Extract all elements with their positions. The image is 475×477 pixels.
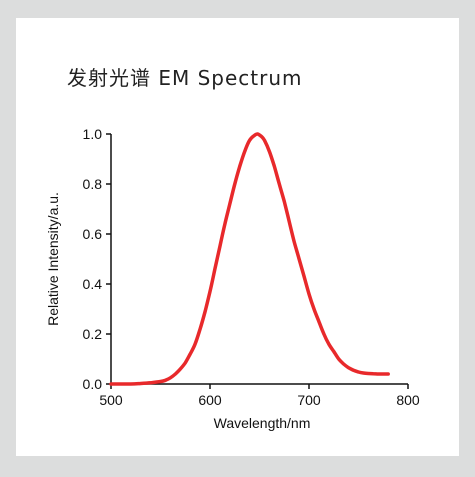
y-tick-label: 1.0: [83, 126, 103, 142]
y-axis-label: Relative Intensity/a.u.: [45, 192, 61, 326]
x-tick-label: 700: [297, 392, 321, 408]
spectrum-chart: 0.0 0.2 0.4 0.6 0.8 1.0 500 600 700 800 Waveleng…: [45, 126, 420, 431]
y-tick-label: 0.2: [83, 326, 103, 342]
y-tick-label: 0.4: [83, 276, 103, 292]
x-tick-label: 600: [198, 392, 222, 408]
chart-title: 发射光谱 EM Spectrum: [67, 66, 303, 90]
x-tick-label: 500: [99, 392, 123, 408]
y-tick-label: 0.0: [83, 376, 103, 392]
x-axis-ticks: 500 600 700 800: [99, 384, 420, 408]
y-axis-ticks: 0.0 0.2 0.4 0.6 0.8 1.0: [83, 126, 111, 392]
x-tick-label: 800: [396, 392, 420, 408]
x-axis-label: Wavelength/nm: [214, 415, 311, 431]
spectrum-curve: [109, 132, 390, 386]
chart-card: 发射光谱 EM Spectrum 0.0 0.2 0.4 0.6 0.8 1.0 500 6…: [16, 18, 459, 456]
y-tick-label: 0.6: [83, 226, 103, 242]
y-tick-label: 0.8: [83, 176, 103, 192]
